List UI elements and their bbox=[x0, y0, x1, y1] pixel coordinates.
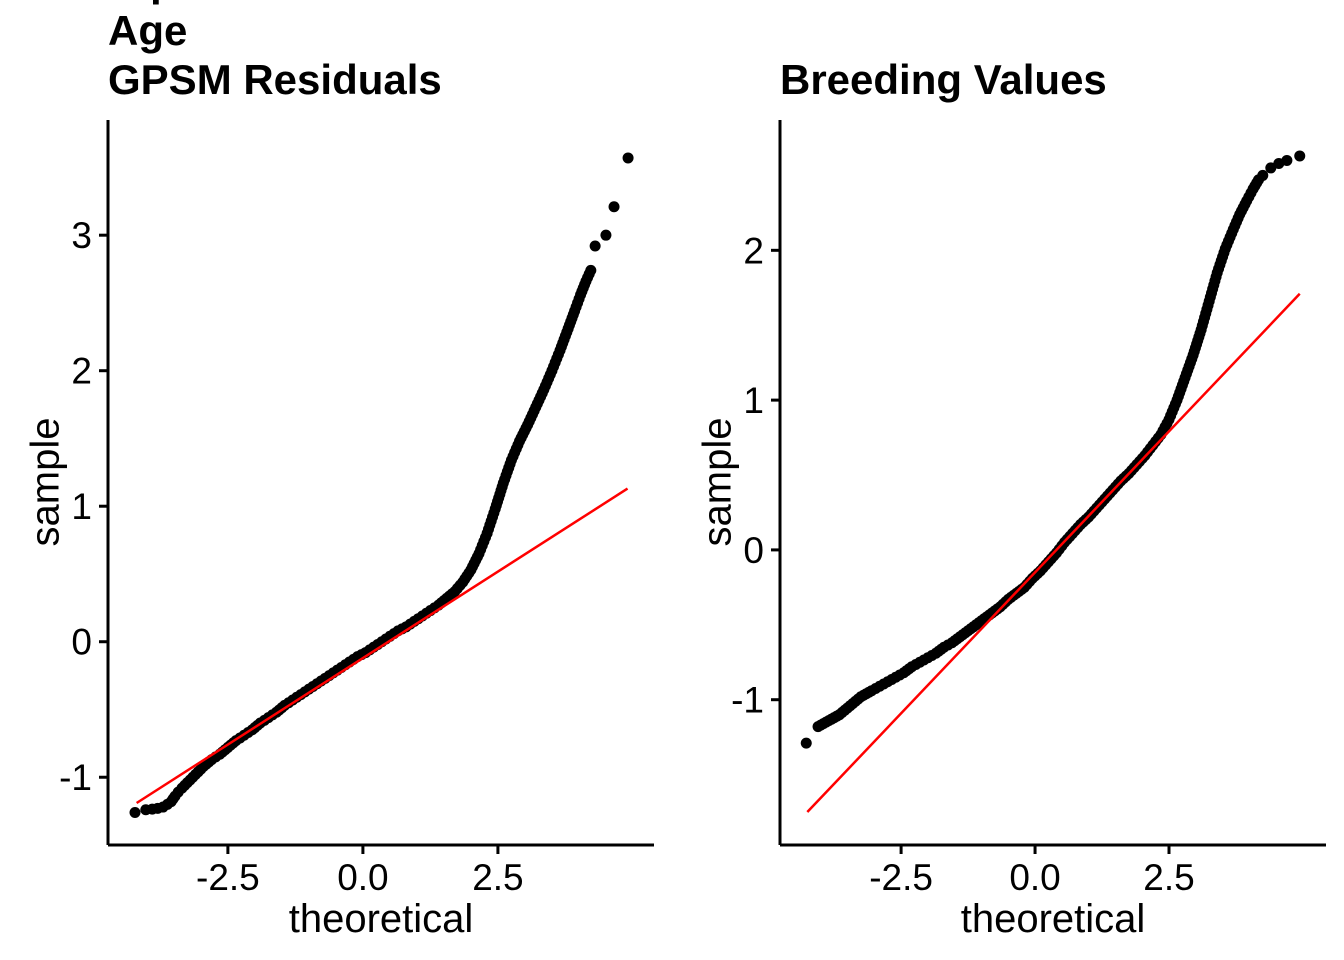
x-tick-label: 0.0 bbox=[1009, 857, 1060, 898]
x-tick-label: -2.5 bbox=[196, 857, 260, 898]
x-tick-label: 0.0 bbox=[337, 857, 388, 898]
y-tick-label: 0 bbox=[71, 622, 92, 663]
qq-outlier-point bbox=[800, 737, 812, 749]
reference-line bbox=[135, 487, 629, 805]
y-axis-title: sample bbox=[695, 417, 740, 547]
x-axis-title: theoretical bbox=[288, 897, 474, 941]
y-tick-label: -1 bbox=[59, 757, 92, 798]
y-tick-label: 1 bbox=[71, 486, 92, 527]
qq-outlier-point bbox=[1294, 150, 1306, 162]
x-tick-label: 2.5 bbox=[472, 857, 523, 898]
qq-outlier-point bbox=[1257, 169, 1269, 181]
y-tick-label: 3 bbox=[71, 215, 92, 256]
qq-outlier-point bbox=[152, 802, 164, 814]
chart-title: Square Root Transformed Age GPSM Residua… bbox=[108, 0, 624, 103]
x-tick-label: -2.5 bbox=[869, 857, 933, 898]
qq-outlier-point bbox=[1281, 154, 1293, 166]
qq-plot-gpsm: -1 0 1 2 3 -2.5 0.0 2.5 bbox=[59, 120, 654, 898]
y-tick-label: 1 bbox=[743, 380, 764, 421]
y-tick-label: 2 bbox=[71, 351, 92, 392]
y-tick-label: 0 bbox=[743, 530, 764, 571]
x-axis-title: theoretical bbox=[960, 897, 1146, 941]
qq-outlier-point bbox=[129, 806, 141, 818]
y-tick-label: -1 bbox=[731, 680, 764, 721]
chart-breeding-values: -1 0 1 2 -2.5 0.0 2.5 Breeding Values sample t… bbox=[672, 0, 1344, 960]
x-tick-label: 2.5 bbox=[1143, 857, 1194, 898]
y-tick-label: 2 bbox=[743, 230, 764, 271]
qq-outlier-point bbox=[600, 229, 612, 241]
chart-title: Breeding Values bbox=[780, 56, 1107, 103]
qq-point bbox=[585, 264, 597, 276]
qq-outlier-point bbox=[1265, 162, 1277, 174]
y-axis-title: sample bbox=[23, 417, 68, 547]
reference-line bbox=[806, 292, 1301, 813]
qq-outlier-point bbox=[622, 152, 634, 164]
qq-outlier-point bbox=[608, 201, 620, 213]
qq-outlier-point bbox=[589, 240, 601, 252]
chart-gpsm-residuals: -1 0 1 2 3 -2.5 0.0 2.5 Square Root Transformed… bbox=[23, 0, 654, 941]
qq-plot-breeding: -1 0 1 2 -2.5 0.0 2.5 bbox=[731, 120, 1326, 898]
